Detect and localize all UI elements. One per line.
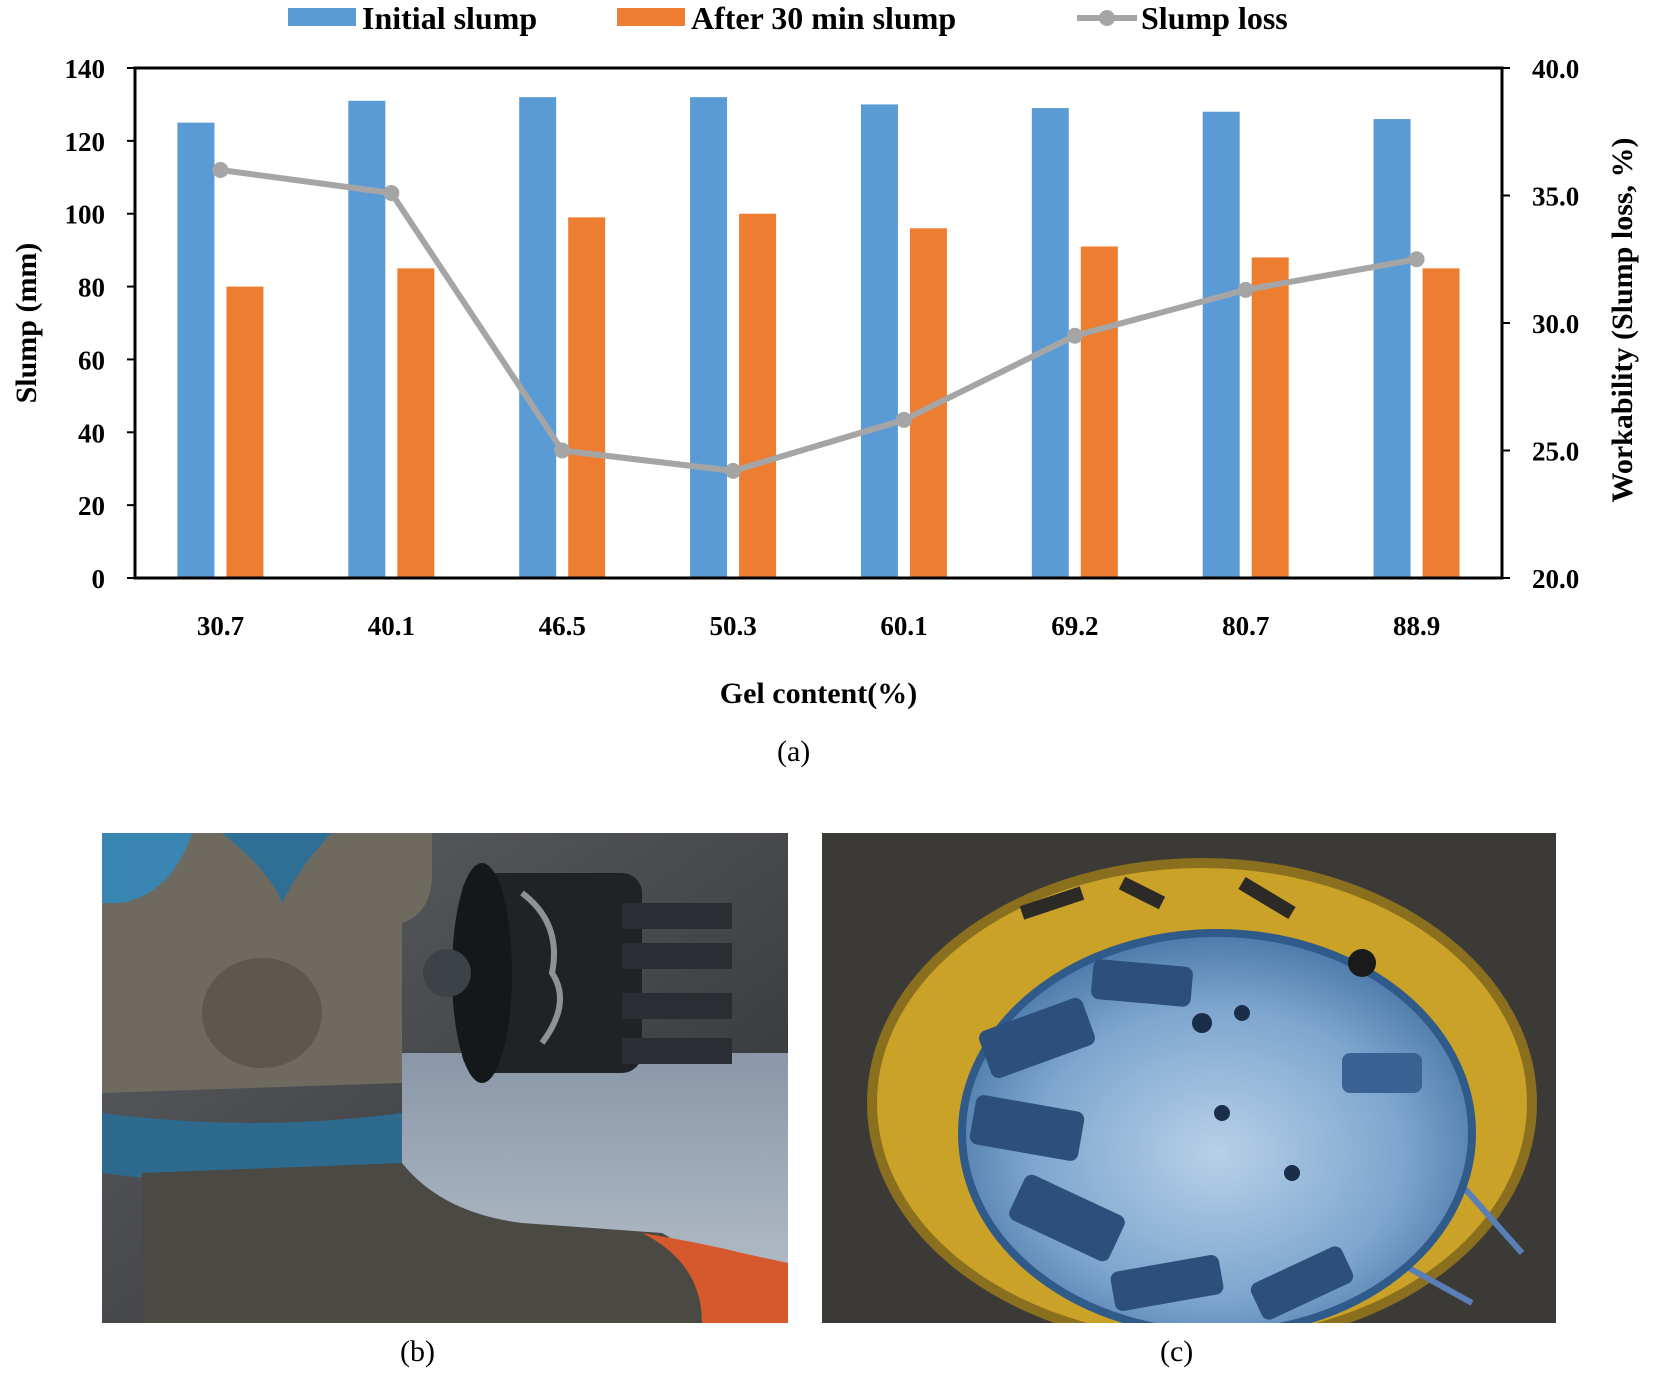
bar-initial-4 xyxy=(860,104,898,578)
x-tick-label-0: 30.7 xyxy=(197,611,244,641)
bar-initial-7 xyxy=(1373,119,1411,578)
x-axis-ticks: 30.7 40.1 46.5 50.3 60.1 69.2 80.7 88.9 xyxy=(197,611,1440,641)
legend-label-0: Initial slump xyxy=(362,0,537,36)
photo-pump-pipe xyxy=(102,833,788,1323)
slump-loss-point-1 xyxy=(383,184,400,201)
slump-loss-point-5 xyxy=(1066,327,1083,344)
left-axis-ticks: 0 20 40 60 80 100 120 140 xyxy=(65,54,135,594)
left-tick-label-4: 80 xyxy=(78,273,105,303)
slump-loss-point-4 xyxy=(895,411,912,428)
right-axis-ticks: 20.0 25.0 30.0 35.0 40.0 xyxy=(1502,54,1579,594)
chart-legend: Initial slump After 30 min slump Slump los… xyxy=(288,0,1288,36)
left-tick-label-6: 120 xyxy=(65,127,106,157)
x-tick-label-1: 40.1 xyxy=(368,611,415,641)
bar-after-30min-5 xyxy=(1080,246,1118,578)
legend-label-1: After 30 min slump xyxy=(691,0,956,36)
x-tick-label-6: 80.7 xyxy=(1222,611,1269,641)
bar-initial-0 xyxy=(177,122,215,579)
legend-swatch-0 xyxy=(288,8,356,26)
x-tick-label-4: 60.1 xyxy=(880,611,927,641)
caption-b: (b) xyxy=(400,1335,435,1368)
bar-initial-1 xyxy=(348,100,386,579)
x-tick-label-2: 46.5 xyxy=(539,611,586,641)
left-tick-label-0: 0 xyxy=(92,564,106,594)
right-axis-title: Workability (Slump loss, %) xyxy=(1606,137,1639,502)
bar-after-30min-6 xyxy=(1251,257,1289,578)
legend-swatch-1 xyxy=(617,8,685,26)
right-tick-label-1: 25.0 xyxy=(1532,437,1579,467)
bar-initial-6 xyxy=(1202,111,1240,578)
left-tick-label-2: 40 xyxy=(78,418,105,448)
plot-frame xyxy=(133,66,1504,580)
slump-loss-point-7 xyxy=(1408,251,1425,268)
bar-after-30min-2 xyxy=(568,217,606,578)
bar-after-30min-7 xyxy=(1422,268,1460,578)
right-tick-label-4: 40.0 xyxy=(1532,54,1579,84)
slump-loss-point-2 xyxy=(554,442,571,459)
left-tick-label-7: 140 xyxy=(65,54,106,84)
bar-after-30min-1 xyxy=(397,268,435,578)
x-tick-label-3: 50.3 xyxy=(709,611,756,641)
line-series xyxy=(212,162,1425,479)
slump-loss-point-6 xyxy=(1237,281,1254,298)
bar-after-30min-0 xyxy=(226,286,264,578)
left-axis-title: Slump (mm) xyxy=(10,243,43,404)
bar-series xyxy=(177,97,1460,579)
left-tick-label-1: 20 xyxy=(78,491,105,521)
slump-loss-point-3 xyxy=(725,462,742,479)
x-tick-label-7: 88.9 xyxy=(1393,611,1440,641)
left-tick-label-3: 60 xyxy=(78,345,105,375)
caption-c: (c) xyxy=(1160,1335,1194,1368)
x-axis-title: Gel content(%) xyxy=(720,677,917,710)
slump-chart: Initial slump After 30 min slump Slump los… xyxy=(10,0,1639,710)
legend-label-2: Slump loss xyxy=(1141,0,1288,36)
caption-a: (a) xyxy=(777,735,811,768)
legend-marker-2 xyxy=(1099,10,1115,26)
right-tick-label-0: 20.0 xyxy=(1532,564,1579,594)
bar-initial-3 xyxy=(690,97,728,579)
right-tick-label-2: 30.0 xyxy=(1532,309,1579,339)
bar-initial-2 xyxy=(519,97,557,579)
left-tick-label-5: 100 xyxy=(65,200,106,230)
bar-after-30min-3 xyxy=(739,213,777,578)
slump-loss-line xyxy=(220,167,1418,474)
x-tick-label-5: 69.2 xyxy=(1051,611,1098,641)
photo-pump-outlet xyxy=(822,833,1556,1323)
right-tick-label-3: 35.0 xyxy=(1532,182,1579,212)
slump-loss-point-0 xyxy=(212,162,229,178)
